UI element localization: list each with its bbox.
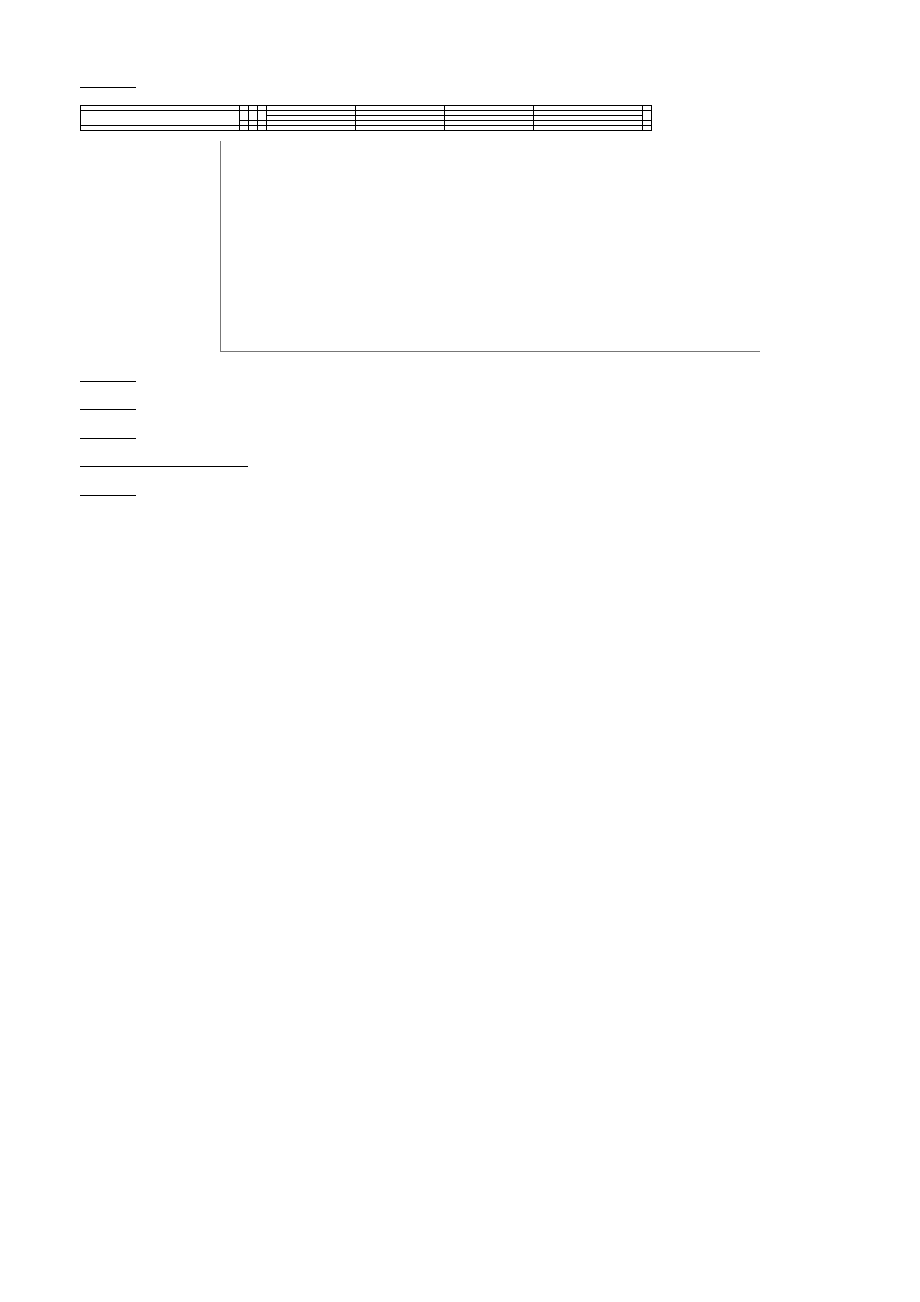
row-label-water <box>81 125 240 130</box>
cell <box>249 125 258 130</box>
cell <box>240 125 249 130</box>
q11-sub3 <box>80 421 840 450</box>
cell <box>267 125 356 130</box>
blank[interactable] <box>80 72 136 88</box>
blank[interactable] <box>136 451 192 467</box>
blank[interactable] <box>80 366 136 382</box>
q11-sub2 <box>80 392 840 421</box>
blank[interactable] <box>80 394 136 410</box>
row-label-extract <box>81 110 240 125</box>
cell <box>534 125 643 130</box>
cell <box>258 110 267 120</box>
q12-sub1 <box>80 478 840 507</box>
cell <box>249 110 258 120</box>
q11-sub1 <box>80 364 840 393</box>
table-row <box>81 125 652 130</box>
q11-sub4-line2 <box>80 449 840 478</box>
cell <box>643 125 652 130</box>
blank[interactable] <box>192 451 248 467</box>
cell <box>643 110 652 120</box>
q5-blank-line <box>80 70 840 99</box>
extract-table <box>80 105 652 131</box>
cell <box>258 125 267 130</box>
blank[interactable] <box>80 480 136 496</box>
cell <box>240 110 249 120</box>
cell <box>356 125 445 130</box>
blank[interactable] <box>80 423 136 439</box>
chart-title <box>220 354 760 358</box>
cell <box>445 125 534 130</box>
blank[interactable] <box>80 451 136 467</box>
bar-chart <box>140 141 760 358</box>
